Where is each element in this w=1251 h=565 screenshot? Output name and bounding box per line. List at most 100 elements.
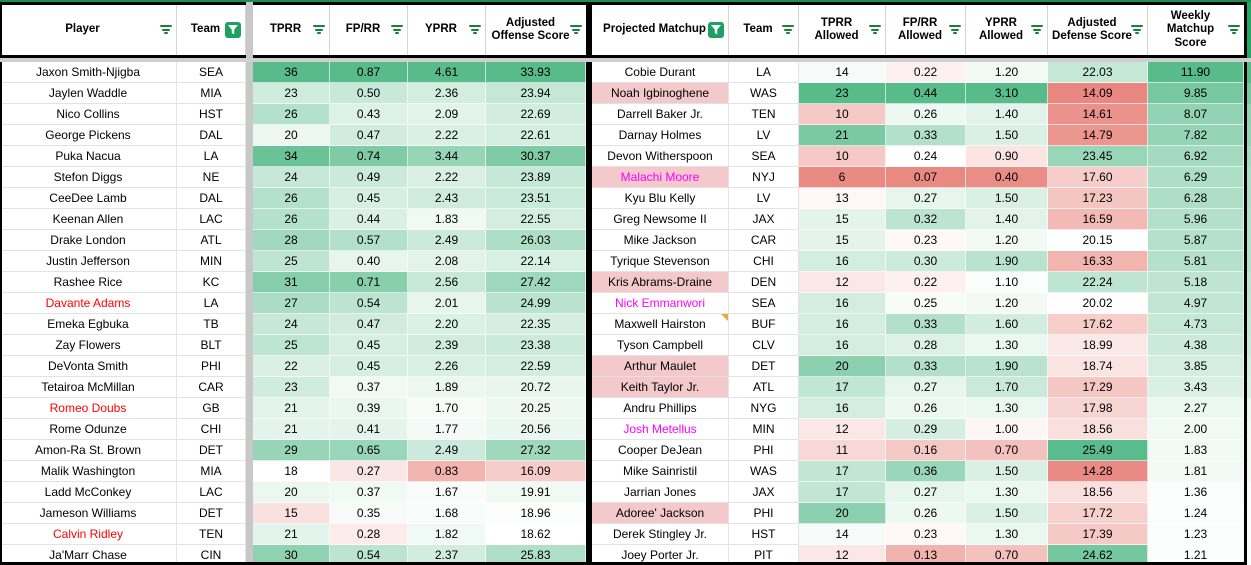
stat-cell-adj[interactable]: 23.38	[486, 335, 586, 356]
stat-cell-tprrA[interactable]: 17	[799, 377, 886, 398]
player-cell[interactable]: Mike Sainristil	[592, 461, 729, 482]
filter-menu-icon[interactable]	[1030, 25, 1043, 35]
stat-cell-tprr[interactable]: 21	[253, 524, 330, 545]
stat-cell-weekly[interactable]: 9.85	[1148, 83, 1244, 104]
stat-cell-fprrA[interactable]: 0.26	[886, 398, 966, 419]
column-header-tprr[interactable]: TPRR	[253, 5, 330, 55]
stat-cell-fprrA[interactable]: 0.30	[886, 251, 966, 272]
stat-cell-tprr[interactable]: 21	[253, 398, 330, 419]
stat-cell-fprr[interactable]: 0.28	[330, 524, 408, 545]
stat-cell-fprr[interactable]: 0.57	[330, 230, 408, 251]
stat-cell-adj[interactable]: 22.59	[486, 356, 586, 377]
stat-cell-yprrA[interactable]: 1.60	[966, 314, 1048, 335]
filter-menu-icon[interactable]	[1227, 25, 1240, 35]
stat-cell-fprrA[interactable]: 0.36	[886, 461, 966, 482]
team-cell[interactable]: SEA	[177, 62, 246, 83]
player-cell[interactable]: Stefon Diggs	[0, 167, 177, 188]
filter-menu-icon[interactable]	[312, 25, 325, 35]
team-cell[interactable]: CAR	[729, 230, 799, 251]
team-cell[interactable]: LA	[177, 293, 246, 314]
player-cell[interactable]: Nico Collins	[0, 104, 177, 125]
stat-cell-tprr[interactable]: 34	[253, 146, 330, 167]
stat-cell-yprr[interactable]: 1.89	[408, 377, 486, 398]
stat-cell-fprrA[interactable]: 0.26	[886, 503, 966, 524]
stat-cell-tprrA[interactable]: 23	[799, 83, 886, 104]
player-cell[interactable]: Andru Phillips	[592, 398, 729, 419]
player-cell[interactable]: Tyson Campbell	[592, 335, 729, 356]
stat-cell-adjDef[interactable]: 14.28	[1048, 461, 1148, 482]
stat-cell-adj[interactable]: 19.91	[486, 482, 586, 503]
stat-cell-fprrA[interactable]: 0.22	[886, 272, 966, 293]
stat-cell-yprr[interactable]: 2.43	[408, 188, 486, 209]
stat-cell-tprr[interactable]: 27	[253, 293, 330, 314]
stat-cell-tprr[interactable]: 20	[253, 125, 330, 146]
stat-cell-adjDef[interactable]: 18.56	[1048, 419, 1148, 440]
column-header-fprrA[interactable]: FP/RR Allowed	[886, 5, 966, 55]
column-header-yprrA[interactable]: YPRR Allowed	[966, 5, 1048, 55]
stat-cell-tprrA[interactable]: 16	[799, 398, 886, 419]
stat-cell-fprr[interactable]: 0.50	[330, 83, 408, 104]
stat-cell-weekly[interactable]: 3.85	[1148, 356, 1244, 377]
column-header-adj[interactable]: Adjusted Offense Score	[486, 5, 586, 55]
player-cell[interactable]: Malachi Moore	[592, 167, 729, 188]
stat-cell-tprrA[interactable]: 21	[799, 125, 886, 146]
team-cell[interactable]: CIN	[177, 545, 246, 565]
stat-cell-fprr[interactable]: 0.71	[330, 272, 408, 293]
stat-cell-fprr[interactable]: 0.49	[330, 167, 408, 188]
stat-cell-adjDef[interactable]: 25.49	[1048, 440, 1148, 461]
player-cell[interactable]: Tetairoa McMillan	[0, 377, 177, 398]
stat-cell-fprrA[interactable]: 0.33	[886, 314, 966, 335]
stat-cell-yprr[interactable]: 2.37	[408, 545, 486, 565]
stat-cell-adj[interactable]: 22.69	[486, 104, 586, 125]
stat-cell-tprrA[interactable]: 16	[799, 314, 886, 335]
team-cell[interactable]: LAC	[177, 482, 246, 503]
stat-cell-yprrA[interactable]: 0.70	[966, 545, 1048, 565]
stat-cell-yprrA[interactable]: 1.40	[966, 104, 1048, 125]
stat-cell-yprr[interactable]: 2.01	[408, 293, 486, 314]
stat-cell-fprr[interactable]: 0.44	[330, 209, 408, 230]
stat-cell-adjDef[interactable]: 24.62	[1048, 545, 1148, 565]
stat-cell-tprrA[interactable]: 16	[799, 335, 886, 356]
player-cell[interactable]: Tyrique Stevenson	[592, 251, 729, 272]
team-cell[interactable]: NYG	[729, 398, 799, 419]
player-cell[interactable]: Drake London	[0, 230, 177, 251]
filter-active-icon[interactable]	[225, 22, 241, 38]
team-cell[interactable]: LA	[177, 146, 246, 167]
stat-cell-fprr[interactable]: 0.47	[330, 125, 408, 146]
filter-menu-icon[interactable]	[159, 25, 172, 35]
stat-cell-yprr[interactable]: 2.22	[408, 167, 486, 188]
team-cell[interactable]: PIT	[729, 545, 799, 565]
stat-cell-adj[interactable]: 20.56	[486, 419, 586, 440]
column-header-adjDef[interactable]: Adjusted Defense Score	[1048, 5, 1148, 55]
stat-cell-fprr[interactable]: 0.47	[330, 314, 408, 335]
stat-cell-adj[interactable]: 18.62	[486, 524, 586, 545]
stat-cell-fprr[interactable]: 0.45	[330, 335, 408, 356]
team-cell[interactable]: LV	[729, 188, 799, 209]
stat-cell-yprrA[interactable]: 1.10	[966, 272, 1048, 293]
stat-cell-tprrA[interactable]: 13	[799, 188, 886, 209]
stat-cell-yprrA[interactable]: 0.70	[966, 440, 1048, 461]
stat-cell-weekly[interactable]: 5.81	[1148, 251, 1244, 272]
player-cell[interactable]: Amon-Ra St. Brown	[0, 440, 177, 461]
stat-cell-yprr[interactable]: 2.49	[408, 230, 486, 251]
stat-cell-weekly[interactable]: 5.18	[1148, 272, 1244, 293]
stat-cell-yprr[interactable]: 1.68	[408, 503, 486, 524]
stat-cell-fprrA[interactable]: 0.27	[886, 377, 966, 398]
stat-cell-fprrA[interactable]: 0.25	[886, 293, 966, 314]
stat-cell-adjDef[interactable]: 17.39	[1048, 524, 1148, 545]
team-cell[interactable]: DEN	[729, 272, 799, 293]
team-cell[interactable]: HST	[729, 524, 799, 545]
filter-menu-icon[interactable]	[781, 25, 794, 35]
stat-cell-tprr[interactable]: 15	[253, 503, 330, 524]
team-cell[interactable]: NYJ	[729, 167, 799, 188]
stat-cell-yprrA[interactable]: 0.40	[966, 167, 1048, 188]
stat-cell-tprrA[interactable]: 12	[799, 272, 886, 293]
stat-cell-fprr[interactable]: 0.45	[330, 188, 408, 209]
stat-cell-fprrA[interactable]: 0.33	[886, 125, 966, 146]
column-header-player[interactable]: Projected Matchup	[592, 5, 729, 55]
player-cell[interactable]: Maxwell Hairston	[592, 314, 729, 335]
stat-cell-tprr[interactable]: 23	[253, 83, 330, 104]
stat-cell-fprrA[interactable]: 0.29	[886, 419, 966, 440]
stat-cell-yprrA[interactable]: 1.90	[966, 356, 1048, 377]
stat-cell-fprrA[interactable]: 0.26	[886, 104, 966, 125]
